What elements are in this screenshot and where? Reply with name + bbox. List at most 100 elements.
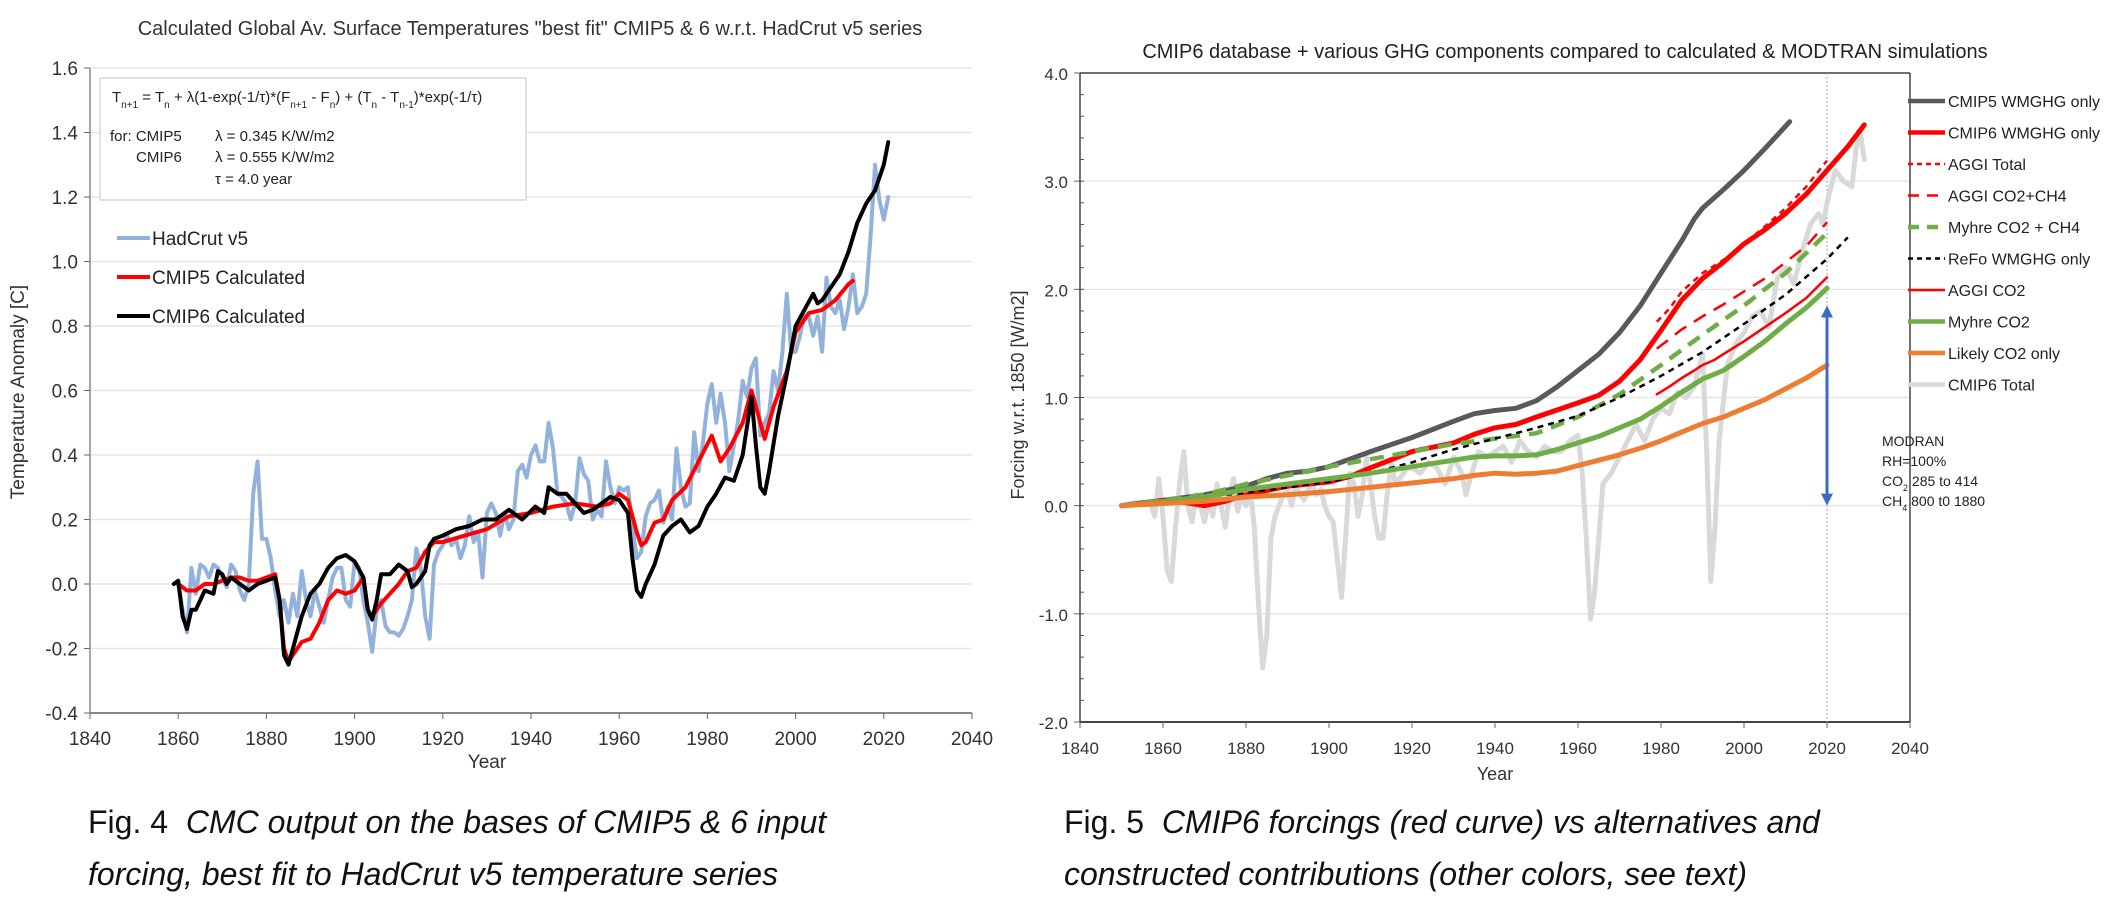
y-tick-label: -0.4 (45, 704, 78, 725)
series-group (1119, 119, 1867, 671)
y-tick-label: 0.2 (52, 511, 78, 532)
series-likely-co2-only (1119, 362, 1830, 509)
x-axis: 1840 1860 1880 1900 1920 1940 1960 1980 2000 2020… (1061, 721, 1929, 758)
y-tick-label: 4.0 (1044, 65, 1068, 84)
figure-caption-4: Fig. 4 CMC output on the bases of CMIP5 … (88, 796, 908, 900)
formula-annotation: Tn+1 = Tn + λ(1-exp(-1/τ)*(Fn+1 - Fn) + … (99, 77, 527, 201)
chart-temperature-anomaly: Calculated Global Av. Surface Temperatur… (8, 18, 993, 773)
legend-label: CMIP6 WMGHG only (1948, 126, 2100, 143)
chart-title: CMIP6 database + various GHG components … (1142, 41, 1987, 63)
formula-text: Tn+1 = Tn + λ(1-exp(-1/τ)*(Fn+1 - Fn) + … (112, 89, 482, 111)
x-tick-label: 2020 (1808, 739, 1846, 758)
caption-text: CMC output on the bases of CMIP5 & 6 inp… (88, 804, 827, 892)
x-tick-label: 2040 (1891, 739, 1929, 758)
x-tick-label: 1840 (1061, 739, 1099, 758)
formula-box (99, 77, 527, 201)
series-myhre-co2-ch4 (1121, 231, 1829, 508)
y-tick-label: 0.8 (52, 317, 78, 338)
modtran-line-3: CO2 285 to 414 (1882, 473, 1978, 493)
y-tick-label: -0.2 (45, 640, 78, 661)
legend: HadCrut v5 CMIP5 Calculated CMIP6 Calculat… (117, 229, 305, 328)
x-tick-label: 1960 (1559, 739, 1597, 758)
legend-label: AGGI Total (1948, 157, 2026, 174)
x-tick-label: 1860 (1144, 739, 1182, 758)
y-tick-label: 0.0 (52, 575, 78, 596)
x-tick-label: 2000 (1725, 739, 1763, 758)
legend-label: CMIP6 Calculated (152, 307, 305, 328)
legend-label: ReFo WMGHG only (1948, 252, 2090, 269)
series-group (171, 140, 891, 667)
y-tick-label: 0.4 (52, 446, 79, 467)
y-tick-label: 1.6 (52, 59, 78, 80)
series-aggi-co2-ch4 (1656, 221, 1828, 350)
y-axis: -0.4 -0.2 0.0 0.2 0.4 0.6 0.8 1.0 1.2 1.4 1.6 (45, 59, 91, 725)
series-cmip5-calculated (176, 278, 855, 664)
y-axis: -2.0 -1.0 0.0 1.0 2.0 3.0 4.0 (1039, 65, 1911, 733)
y-tick-label: 0.0 (1044, 498, 1068, 517)
x-tick-label: 2040 (951, 729, 993, 750)
x-tick-label: 1940 (510, 729, 552, 750)
y-tick-label: 0.6 (52, 382, 78, 403)
y-axis-label: Forcing w.r.t. 1850 [W/m2] (1008, 290, 1028, 499)
chart-title: Calculated Global Av. Surface Temperatur… (138, 18, 923, 40)
caption-text: CMIP6 forcings (red curve) vs alternativ… (1064, 804, 1820, 892)
y-tick-label: 1.4 (52, 124, 79, 145)
x-tick-label: 1980 (1642, 739, 1680, 758)
legend-label: CMIP6 Total (1948, 378, 2035, 395)
series-cmip6-total (1119, 130, 1867, 671)
param-label-cmip5: for: CMIP5 (110, 128, 182, 145)
x-tick-label: 1860 (157, 729, 199, 750)
y-tick-label: 2.0 (1044, 281, 1068, 300)
y-tick-label: -1.0 (1039, 606, 1068, 625)
series-myhre-co2 (1119, 285, 1830, 509)
param-value-cmip5: λ = 0.345 K/W/m2 (215, 128, 335, 145)
modtran-line-4: CH4 800 t0 1880 (1882, 493, 1985, 513)
x-tick-label: 1920 (422, 729, 464, 750)
x-tick-label: 1840 (69, 729, 111, 750)
chart-forcing: CMIP6 database + various GHG components … (1008, 41, 2100, 784)
x-tick-label: 1980 (686, 729, 728, 750)
series-refo-wmghg-only (1204, 236, 1849, 499)
series-cmip5-wmghg-only (1119, 119, 1793, 509)
legend-label: Myhre CO2 + CH4 (1948, 220, 2080, 237)
legend-label: CMIP5 WMGHG only (1948, 94, 2100, 111)
series-aggi-total (1655, 159, 1828, 323)
x-tick-label: 1900 (333, 729, 375, 750)
figure-caption-5: Fig. 5 CMIP6 forcings (red curve) vs alt… (1064, 796, 1944, 900)
x-tick-label: 1880 (245, 729, 287, 750)
series-hadcrut-v5 (176, 162, 891, 654)
x-axis: 1840 1860 1880 1900 1920 1940 1960 1980 2000 2020… (69, 712, 993, 750)
x-tick-label: 1960 (598, 729, 640, 750)
param-label-cmip6: CMIP6 (136, 149, 182, 166)
modtran-arrow (1821, 305, 1833, 506)
y-tick-label: -2.0 (1039, 714, 1068, 733)
modtran-line-1: MODRAN (1882, 433, 1944, 449)
legend-label: Likely CO2 only (1948, 346, 2060, 363)
y-tick-label: 1.0 (52, 253, 78, 274)
legend-label: CMIP5 Calculated (152, 268, 305, 289)
legend-label: HadCrut v5 (152, 229, 248, 250)
series-cmip6-calculated (171, 140, 891, 667)
modtran-annotation: MODRAN RH=100% CO2 285 to 414 CH4 800 t0… (1882, 433, 1985, 513)
y-tick-label: 1.0 (1044, 390, 1068, 409)
caption-fig-number: Fig. 4 (88, 804, 169, 840)
x-tick-label: 1880 (1227, 739, 1265, 758)
y-tick-label: 1.2 (52, 188, 78, 209)
caption-fig-number: Fig. 5 (1064, 804, 1145, 840)
param-value-cmip6: λ = 0.555 K/W/m2 (215, 149, 335, 166)
x-axis-label: Year (468, 752, 507, 773)
x-tick-label: 1900 (1310, 739, 1348, 758)
x-axis-label: Year (1477, 764, 1513, 784)
x-tick-label: 2020 (863, 729, 905, 750)
x-tick-label: 1940 (1476, 739, 1514, 758)
param-value-tau: τ = 4.0 year (215, 171, 292, 188)
modtran-line-2: RH=100% (1882, 453, 1946, 469)
y-tick-label: 3.0 (1044, 173, 1068, 192)
legend: CMIP5 WMGHG only CMIP6 WMGHG only AGGI Tot… (1908, 94, 2100, 395)
legend-label: Myhre CO2 (1948, 315, 2030, 332)
arrow-head-up (1821, 305, 1833, 318)
x-tick-label: 1920 (1393, 739, 1431, 758)
arrow-head-down (1821, 493, 1833, 506)
y-axis-label: Temperature Anomaly [C] (8, 285, 29, 499)
gridlines (1080, 72, 1910, 615)
